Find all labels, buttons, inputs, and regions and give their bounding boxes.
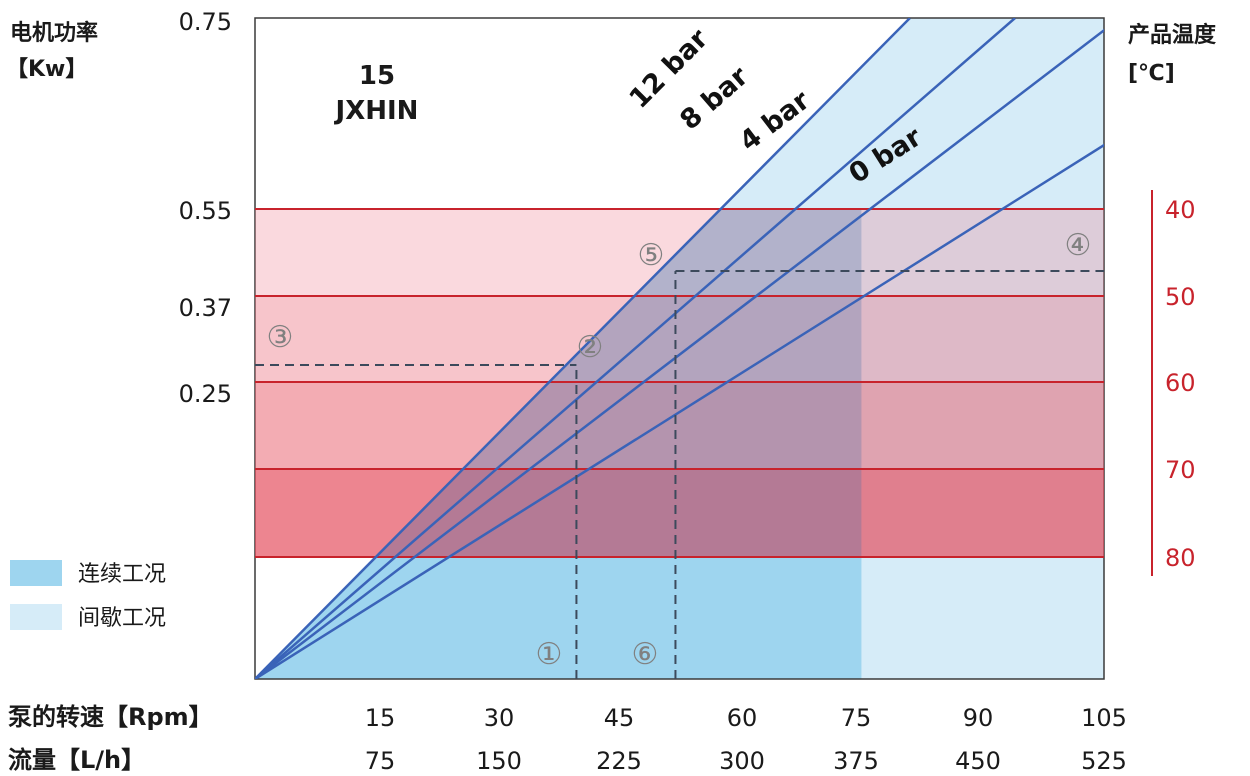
marker-3: ③ [267, 320, 294, 355]
temp-tick-70: 70 [1165, 456, 1196, 484]
x-tick-flow-525: 525 [1081, 747, 1127, 775]
marker-6: ⑥ [632, 637, 659, 672]
y-axis-left-label-line1: 电机功率 [10, 20, 98, 46]
x-tick-rpm-45: 45 [604, 704, 635, 732]
temperature-band-40-50 [255, 209, 1104, 296]
y-axis-right-label-line2: [℃] [1128, 61, 1175, 86]
line-0-bar [255, 143, 1104, 679]
x-tick-flow-375: 375 [833, 747, 879, 775]
y-tick-0-75: 0.75 [179, 8, 232, 36]
temp-tick-80: 80 [1165, 544, 1196, 572]
x-tick-flow-450: 450 [955, 747, 1001, 775]
legend-label-continuous: 连续工况 [78, 562, 166, 587]
line-8-bar [255, 18, 1016, 679]
marker-4: ④ [1065, 228, 1092, 263]
x-tick-rpm-105: 105 [1081, 704, 1127, 732]
x-tick-flow-225: 225 [596, 747, 642, 775]
legend-swatch-continuous [10, 560, 62, 586]
chart-title-line2: JXHIN [334, 96, 419, 126]
x-tick-flow-150: 150 [476, 747, 522, 775]
y-tick-0-55: 0.55 [179, 197, 232, 225]
y-axis-right-label-line1: 产品温度 [1128, 22, 1217, 48]
chart-title-line1: 15 [359, 61, 395, 91]
y-axis-left-label-line2: 【Kw】 [6, 57, 87, 82]
marker-5: ⑤ [638, 238, 665, 273]
marker-1: ① [536, 637, 563, 672]
temperature-band-60-70 [255, 382, 1104, 469]
legend-swatch-intermittent [10, 604, 62, 630]
marker-2: ② [577, 330, 604, 365]
line-12-bar [255, 18, 911, 679]
temp-tick-50: 50 [1165, 283, 1196, 311]
zone-continuous [255, 557, 862, 679]
plot-frame [254, 17, 1105, 680]
x-axis-label-rpm: 泵的转速【Rpm】 [8, 703, 213, 731]
x-tick-rpm-15: 15 [365, 704, 396, 732]
x-tick-rpm-60: 60 [727, 704, 758, 732]
line-4-bar [255, 28, 1104, 679]
temp-tick-60: 60 [1165, 369, 1196, 397]
x-tick-rpm-75: 75 [841, 704, 872, 732]
x-tick-flow-300: 300 [719, 747, 765, 775]
x-tick-rpm-30: 30 [484, 704, 515, 732]
x-axis-label-flow: 流量【L/h】 [8, 746, 145, 774]
y-tick-0-37: 0.37 [179, 294, 232, 322]
x-tick-flow-75: 75 [365, 747, 396, 775]
y-tick-0-25: 0.25 [179, 380, 232, 408]
x-tick-rpm-90: 90 [963, 704, 994, 732]
legend-label-intermittent: 间歇工况 [78, 606, 166, 631]
temp-tick-40: 40 [1165, 196, 1196, 224]
temperature-band-70-80 [255, 469, 1104, 557]
